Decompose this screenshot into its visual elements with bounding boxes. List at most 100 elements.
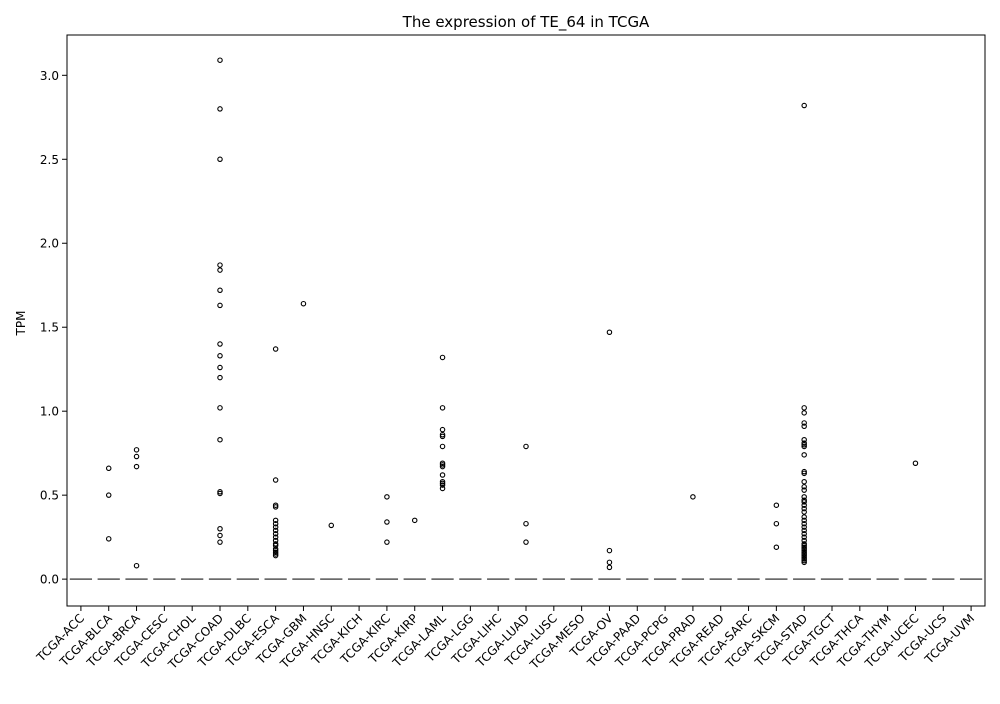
outlier-point [801, 442, 807, 448]
outlier-point [801, 420, 807, 426]
outlier-point [439, 472, 446, 478]
outlier-point [272, 547, 279, 554]
outlier-point [272, 551, 279, 557]
outlier-point [439, 405, 446, 411]
outlier-point [272, 549, 279, 556]
outlier-point [690, 494, 696, 500]
outlier-point [272, 504, 279, 510]
outlier-point [801, 468, 807, 475]
outlier-point [105, 492, 112, 498]
outlier-point [606, 329, 613, 336]
outlier-point [217, 262, 223, 268]
outlier-point [801, 551, 807, 557]
outlier-point [105, 536, 112, 542]
outlier-point [801, 542, 807, 549]
outlier-point [801, 531, 807, 537]
outlier-point [773, 520, 780, 527]
outlier-point [272, 517, 279, 524]
outlier-point [105, 465, 112, 472]
outlier-point [801, 470, 807, 477]
outlier-point [801, 502, 807, 508]
outlier-point [606, 547, 613, 554]
outlier-point [328, 522, 335, 529]
outlier-point [801, 546, 807, 552]
outlier-point [272, 520, 279, 527]
y-axis-label: TPM [14, 311, 28, 337]
outlier-point [133, 447, 140, 453]
outlier-point [217, 302, 223, 309]
outlier-point [801, 559, 807, 566]
outlier-point [801, 517, 807, 524]
outlier-point [801, 423, 807, 430]
outlier-point [384, 519, 390, 525]
outlier-point [439, 431, 446, 438]
outlier-point [801, 497, 807, 503]
outlier-point [801, 547, 807, 554]
outlier-point [801, 537, 807, 544]
outlier-point [272, 346, 279, 352]
outlier-point [217, 353, 223, 359]
outlier-point [801, 554, 807, 561]
outlier-point [801, 514, 807, 520]
outlier-point [801, 534, 807, 540]
plot-frame [66, 34, 986, 607]
outlier-point [272, 552, 279, 559]
outlier-point [439, 463, 446, 470]
outlier-point [801, 552, 807, 559]
outlier-point [439, 433, 446, 440]
outlier-point [411, 517, 418, 524]
outlier-point [773, 502, 780, 508]
outlier-point [801, 527, 807, 534]
outlier-point [523, 443, 529, 450]
y-tick-label: 2.0 [40, 237, 59, 251]
outlier-point [439, 480, 446, 487]
outlier-point [801, 440, 807, 446]
outlier-point [384, 539, 390, 545]
outlier-point [217, 490, 223, 497]
outlier-point [801, 410, 807, 416]
outlier-point [439, 443, 446, 450]
outlier-point [801, 478, 807, 485]
chart-title: The expression of TE_64 in TCGA [402, 13, 650, 32]
outlier-point [439, 478, 446, 485]
outlier-point [912, 460, 919, 466]
outlier-point [801, 524, 807, 530]
outlier-point [801, 520, 807, 527]
outlier-point [217, 57, 223, 63]
outlier-point [133, 453, 140, 460]
outlier-point [272, 502, 279, 508]
outlier-point [217, 539, 223, 545]
outlier-point [133, 463, 140, 470]
outlier-point [439, 485, 446, 492]
outlier-point [217, 364, 223, 371]
outlier-point [272, 537, 279, 544]
outlier-point [801, 494, 807, 500]
outlier-point [272, 542, 279, 549]
outlier-point [272, 524, 279, 530]
outlier-point [439, 462, 446, 468]
outlier-point [801, 443, 807, 450]
outlier-point [272, 531, 279, 537]
y-tick-label: 2.5 [40, 153, 59, 167]
outlier-point [801, 544, 807, 550]
outlier-point [801, 102, 807, 109]
outlier-point [439, 354, 446, 361]
outlier-point [439, 460, 446, 466]
outlier-point [523, 539, 529, 545]
outlier-point [217, 267, 223, 273]
outlier-point [523, 520, 529, 527]
y-tick-label: 1.5 [40, 321, 59, 335]
y-tick-label: 1.0 [40, 405, 59, 419]
outlier-point [801, 505, 807, 512]
outlier-point [801, 499, 807, 505]
outlier-point [217, 156, 223, 163]
outlier-point [801, 452, 807, 458]
outlier-point [217, 525, 223, 532]
outlier-point [272, 527, 279, 534]
outlier-point [801, 436, 807, 443]
outlier-point [217, 287, 223, 294]
outlier-point [272, 534, 279, 540]
